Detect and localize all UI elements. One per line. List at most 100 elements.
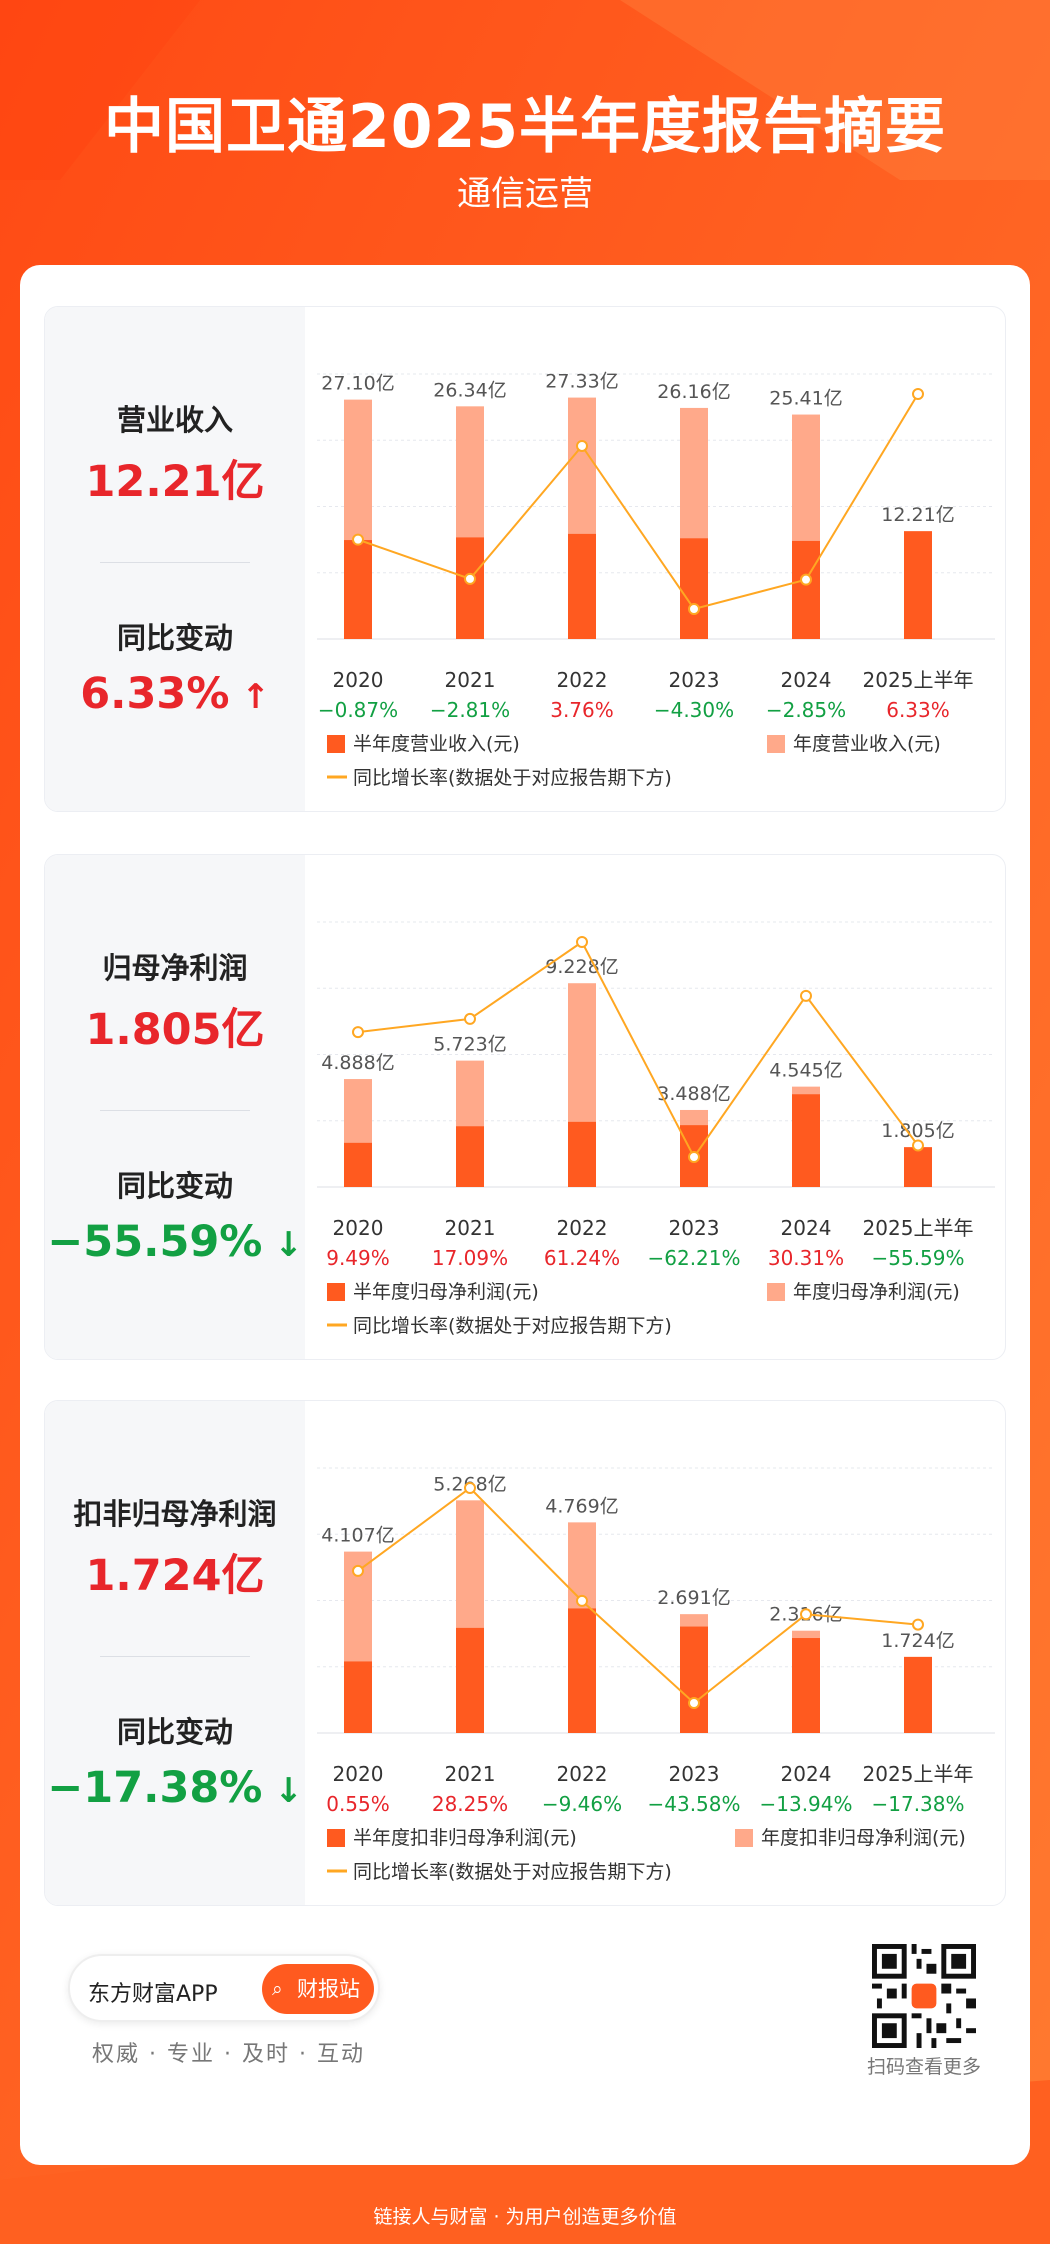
growth-label: 9.49% <box>326 1246 390 1270</box>
divider <box>100 562 250 563</box>
legend-line-label: 同比增长率(数据处于对应报告期下方) <box>353 1315 672 1337</box>
growth-line <box>357 393 919 611</box>
report-station-button[interactable]: ⌕ 财报站 <box>262 1964 374 2014</box>
growth-label: 17.09% <box>432 1246 508 1270</box>
growth-label: −43.58% <box>647 1792 740 1816</box>
app-pill[interactable]: 东方财富APP ⌕ 财报站 <box>68 1954 380 2022</box>
change-label: 同比变动 <box>116 1169 233 1203</box>
growth-label: 61.24% <box>544 1246 620 1270</box>
metric-value: 12.21亿 <box>85 457 265 507</box>
deducted-profit-panel: 扣非归母净利润 1.724亿 同比变动 −17.38% ↓ 4.107亿 2020… <box>44 1400 1006 1906</box>
revenue-panel: 营业收入 12.21亿 同比变动 6.33% ↑ 27.10亿 2020 −0.87… <box>44 306 1006 812</box>
growth-label: −13.94% <box>759 1792 852 1816</box>
change-value-row: 6.33% ↑ <box>45 669 305 719</box>
growth-point <box>352 1026 364 1039</box>
metric-label: 扣非归母净利润 <box>73 1497 277 1531</box>
category-label: 2023 <box>669 1762 720 1786</box>
growth-point <box>464 572 476 585</box>
growth-label: 28.25% <box>432 1792 508 1816</box>
half-year-bar <box>904 1656 932 1733</box>
bottom-tagline: 链接人与财富 · 为用户创造更多价值 <box>373 2206 677 2228</box>
category-label: 2025上半年 <box>863 1762 974 1786</box>
change-value-row: −55.59% ↓ <box>45 1217 305 1267</box>
half-year-bar <box>792 1094 820 1187</box>
change-label: 同比变动 <box>116 1715 233 1749</box>
half-year-bar <box>568 1608 596 1733</box>
category-label: 2023 <box>669 668 720 692</box>
growth-point <box>464 1012 476 1025</box>
change-value: −55.59% <box>47 1217 263 1267</box>
arrow-down-icon: ↓ <box>262 1771 303 1811</box>
legend-swatch-half <box>327 1829 345 1847</box>
legend-half-label: 半年度归母净利润(元) <box>353 1281 539 1303</box>
growth-point <box>688 1697 700 1709</box>
slogan: 权威 · 专业 · 及时 · 互动 <box>92 2042 365 2067</box>
revenue-chart: 27.10亿 2020 −0.87% 26.34亿 2021 −2.81% 27.33亿 20… <box>317 371 995 789</box>
legend-swatch-annual <box>735 1829 753 1847</box>
growth-label: 0.55% <box>326 1792 390 1816</box>
metric-label: 归母净利润 <box>102 951 248 985</box>
half-year-bar <box>568 1121 596 1187</box>
bar-value-label: 5.723亿 <box>433 1034 506 1056</box>
half-year-bar <box>344 1661 372 1733</box>
growth-point <box>688 1151 700 1163</box>
legend-swatch-annual <box>767 1283 785 1301</box>
bar-value-label: 1.724亿 <box>881 1630 954 1652</box>
legend-swatch-half <box>327 735 345 753</box>
bar-value-label: 2.691亿 <box>657 1587 730 1609</box>
half-year-bar <box>792 1638 820 1733</box>
page-title: 中国卫通2025半年度报告摘要 <box>104 92 946 162</box>
bar-value-label: 4.888亿 <box>321 1052 394 1074</box>
growth-point <box>576 439 588 452</box>
legend-swatch-half <box>327 1283 345 1301</box>
report-station-label: 财报站 <box>297 1977 360 2001</box>
category-label: 2022 <box>557 1216 608 1240</box>
legend-half-label: 半年度营业收入(元) <box>353 733 520 755</box>
growth-label: −2.85% <box>766 698 846 722</box>
bar-value-label: 26.16亿 <box>657 381 730 403</box>
metric-label: 营业收入 <box>116 403 233 437</box>
half-year-bar <box>680 1626 708 1733</box>
page-subtitle: 通信运营 <box>457 174 593 214</box>
change-label: 同比变动 <box>116 621 233 655</box>
category-label: 2020 <box>333 668 384 692</box>
category-label: 2025上半年 <box>863 668 974 692</box>
growth-point <box>576 936 588 948</box>
legend-half-label: 半年度扣非归母净利润(元) <box>353 1827 577 1849</box>
category-label: 2022 <box>557 668 608 692</box>
growth-line <box>357 1486 919 1705</box>
growth-label: −2.81% <box>430 698 510 722</box>
growth-point <box>576 1594 588 1607</box>
app-name: 东方财富APP <box>88 1982 218 2007</box>
category-label: 2024 <box>781 668 832 692</box>
half-year-bar <box>344 1142 372 1187</box>
category-label: 2021 <box>445 668 496 692</box>
growth-label: −9.46% <box>542 1792 622 1816</box>
change-value: −17.38% <box>47 1763 263 1813</box>
growth-point <box>912 1618 924 1631</box>
category-label: 2020 <box>333 1216 384 1240</box>
growth-point <box>912 1139 924 1152</box>
growth-label: −17.38% <box>871 1792 964 1816</box>
category-label: 2022 <box>557 1762 608 1786</box>
arrow-down-icon: ↓ <box>262 1225 303 1265</box>
net-profit-panel: 归母净利润 1.805亿 同比变动 −55.59% ↓ 4.888亿 2020 9.… <box>44 854 1006 1360</box>
divider <box>100 1110 250 1111</box>
qr-code-icon[interactable] <box>872 1944 976 2048</box>
half-year-bar <box>792 540 820 639</box>
legend-line-label: 同比增长率(数据处于对应报告期下方) <box>353 1861 672 1883</box>
growth-label: −0.87% <box>318 698 398 722</box>
growth-point <box>800 573 812 586</box>
half-year-bar <box>344 540 372 639</box>
category-label: 2021 <box>445 1216 496 1240</box>
legend-annual-label: 年度营业收入(元) <box>793 733 941 755</box>
half-year-bar <box>456 537 484 639</box>
half-year-bar <box>456 1627 484 1733</box>
metric-value: 1.805亿 <box>85 1005 265 1055</box>
arrow-up-icon: ↑ <box>229 677 270 717</box>
divider <box>100 1656 250 1657</box>
growth-point <box>912 388 924 400</box>
change-value-row: −17.38% ↓ <box>45 1763 305 1813</box>
growth-label: 3.76% <box>550 698 614 722</box>
growth-point <box>688 603 700 615</box>
